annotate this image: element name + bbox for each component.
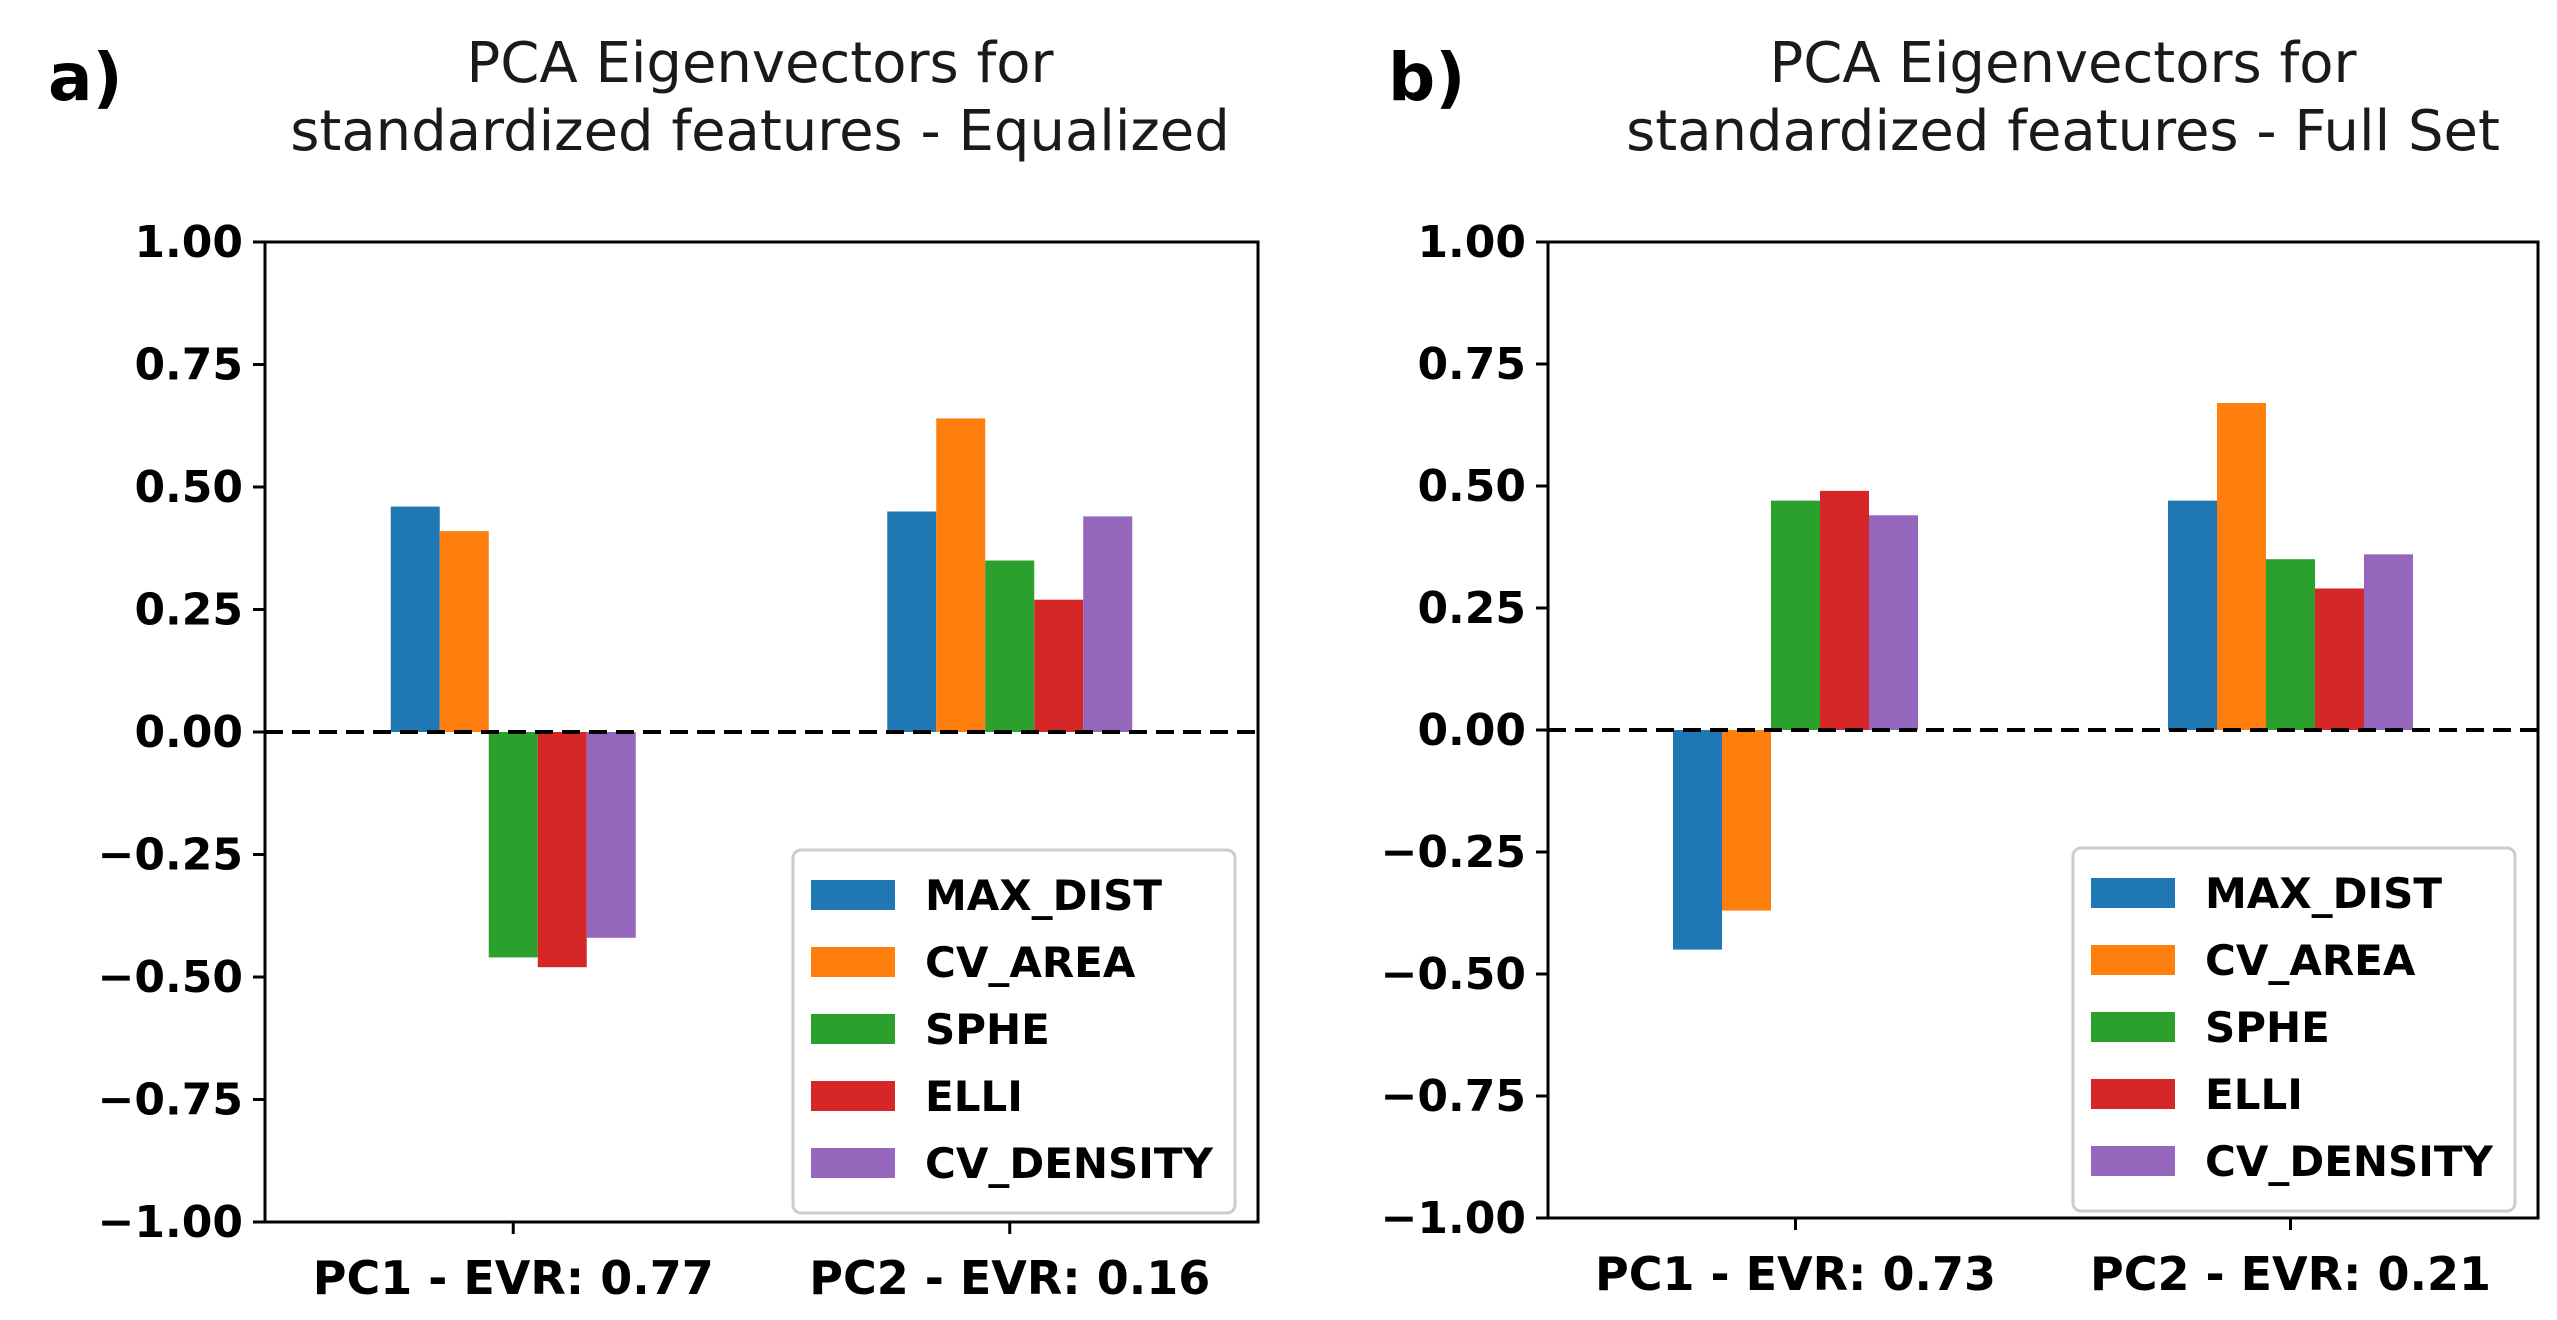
y-tick-label: 0.75 [134, 340, 243, 391]
legend-label: SPHE [925, 1005, 1050, 1054]
legend-swatch [811, 947, 895, 977]
y-tick-label: −1.00 [98, 1197, 243, 1248]
legend-box [2071, 846, 2517, 1213]
plot-area-frame [1546, 240, 2540, 1220]
panel-label: a) [48, 39, 123, 116]
bar-elli-2 [2315, 588, 2364, 730]
y-tick-label: 0.25 [1417, 583, 1526, 634]
y-tick-label: −0.75 [1381, 1071, 1526, 1122]
bar-cv-density-1 [586, 732, 636, 938]
y-tick-label: −0.50 [98, 952, 243, 1003]
y-tick-label: −0.50 [1381, 949, 1526, 1000]
y-tick-label: −0.75 [98, 1075, 243, 1126]
bar-elli-2 [1034, 599, 1084, 732]
bar-cv-area-2 [2217, 403, 2266, 730]
legend-swatch [2091, 1146, 2175, 1176]
legend: MAX_DIST CV_AREA SPHE ELLI CV_DENSITY [791, 848, 1237, 1215]
bar-max-dist-2 [887, 511, 937, 732]
bar-cv-density-1 [1869, 515, 1918, 730]
legend-label: MAX_DIST [925, 871, 1162, 920]
bar-sphe-1 [488, 732, 538, 958]
legend-label: CV_DENSITY [925, 1139, 1214, 1188]
chart-title-line1: PCA Eigenvectors for [1769, 31, 2357, 96]
bar-sphe-2 [2266, 559, 2315, 730]
bar-cv-area-1 [439, 531, 489, 732]
chart-title-line1: PCA Eigenvectors for [466, 31, 1054, 96]
x-tick-label: PC1 - EVR: 0.73 [1595, 1247, 1996, 1301]
bar-cv-density-2 [1083, 516, 1133, 732]
x-tick-label: PC2 - EVR: 0.21 [2090, 1247, 2491, 1301]
legend-swatch [811, 1148, 895, 1178]
bar-sphe-1 [1771, 500, 1820, 730]
bar-cv-area-2 [936, 418, 986, 732]
y-tick-label: −0.25 [98, 830, 243, 881]
bar-elli-1 [1820, 490, 1869, 730]
bar-sphe-2 [985, 560, 1035, 732]
legend-label: ELLI [2205, 1070, 2303, 1119]
chart-panel-a: a) PCA Eigenvectors for standardized fea… [48, 31, 1260, 1305]
y-tick-label: 0.00 [134, 707, 243, 758]
legend-label: CV_DENSITY [2205, 1137, 2494, 1186]
y-tick-label: 0.00 [1417, 705, 1526, 756]
y-tick-label: 1.00 [134, 217, 243, 268]
legend-label: MAX_DIST [2205, 869, 2442, 918]
y-tick-label: 1.00 [1417, 217, 1526, 268]
y-tick-label: 0.50 [134, 462, 243, 513]
legend: MAX_DIST CV_AREA SPHE ELLI CV_DENSITY [2071, 846, 2517, 1213]
y-tick-label: −1.00 [1381, 1193, 1526, 1244]
bar-max-dist-1 [1673, 730, 1722, 950]
chart-panel-b: b) PCA Eigenvectors for standardized fea… [1381, 31, 2540, 1301]
panel-label: b) [1388, 39, 1465, 116]
legend-swatch [811, 880, 895, 910]
x-tick-label: PC1 - EVR: 0.77 [313, 1251, 714, 1305]
legend-swatch [811, 1014, 895, 1044]
y-tick-label: 0.75 [1417, 339, 1526, 390]
legend-label: CV_AREA [925, 938, 1136, 987]
bar-cv-area-1 [1722, 730, 1771, 911]
x-tick-label: PC2 - EVR: 0.16 [809, 1251, 1210, 1305]
bar-cv-density-2 [2364, 554, 2413, 730]
chart-title-line2: standardized features - Equalized [290, 99, 1230, 164]
chart-title-line2: standardized features - Full Set [1626, 99, 2500, 164]
legend-swatch [2091, 1079, 2175, 1109]
bar-max-dist-1 [390, 506, 440, 732]
plot-area-frame [263, 240, 1260, 1224]
legend-label: ELLI [925, 1072, 1023, 1121]
legend-box [791, 848, 1237, 1215]
y-tick-label: −0.25 [1381, 827, 1526, 878]
legend-label: SPHE [2205, 1003, 2330, 1052]
legend-label: CV_AREA [2205, 936, 2416, 985]
legend-swatch [2091, 878, 2175, 908]
bar-max-dist-2 [2168, 500, 2217, 730]
legend-swatch [2091, 945, 2175, 975]
legend-swatch [2091, 1012, 2175, 1042]
bar-elli-1 [537, 732, 587, 968]
legend-swatch [811, 1081, 895, 1111]
y-tick-label: 0.25 [134, 585, 243, 636]
y-tick-label: 0.50 [1417, 461, 1526, 512]
